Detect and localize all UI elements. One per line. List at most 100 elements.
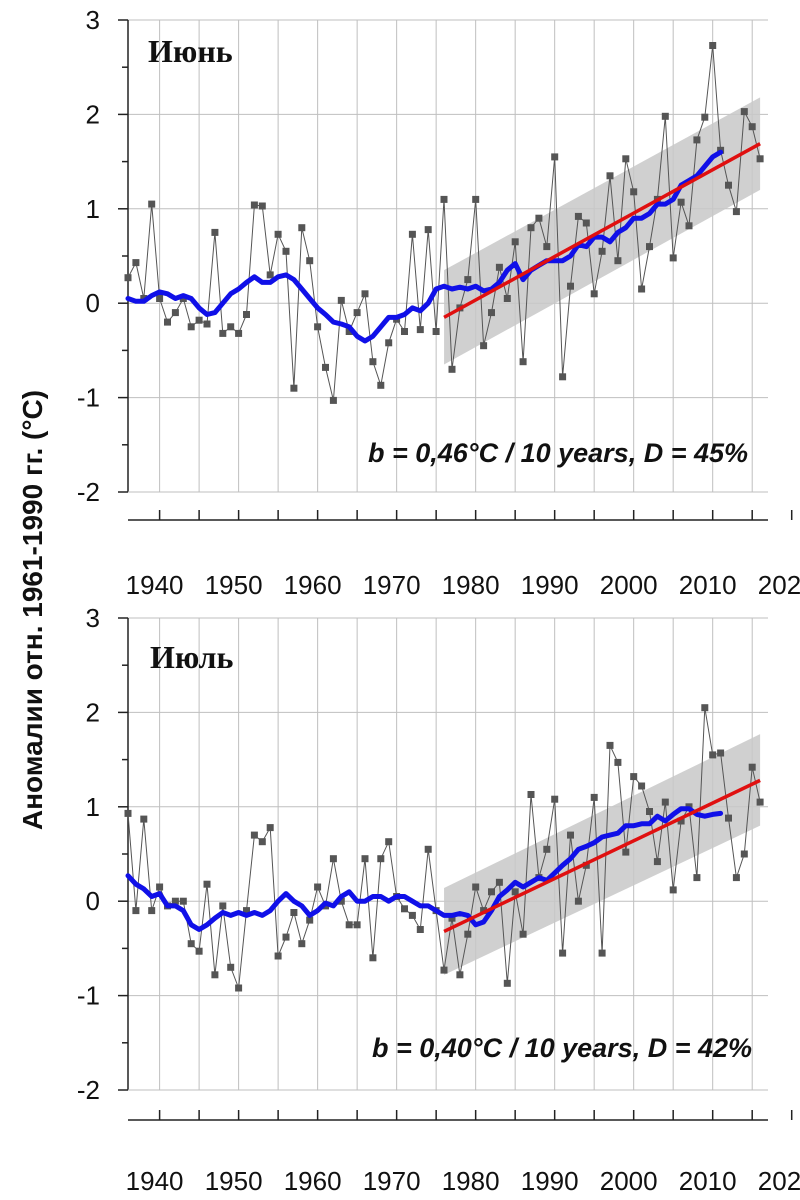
annual-anomaly-point xyxy=(519,358,527,366)
annual-anomaly-point xyxy=(590,793,598,801)
x-tick-label: 1980 xyxy=(442,1166,500,1196)
annual-anomaly-point xyxy=(717,749,725,757)
annual-anomaly-point xyxy=(756,798,764,806)
annual-anomaly-point xyxy=(171,897,179,905)
annual-anomaly-point xyxy=(227,963,235,971)
annual-anomaly-point xyxy=(653,858,661,866)
smoothed-line xyxy=(125,149,724,344)
annual-anomaly-point xyxy=(630,773,638,781)
x-tick-label: 1990 xyxy=(521,1166,579,1196)
annual-anomaly-point xyxy=(416,326,424,334)
annual-anomaly-point xyxy=(567,282,574,290)
annual-anomaly-point xyxy=(401,905,408,913)
annual-anomaly-point xyxy=(606,741,614,749)
annual-anomaly-point xyxy=(677,198,685,206)
trend-annotation: b = 0,40°C / 10 years, D = 42% xyxy=(372,1033,752,1063)
annual-anomaly-point xyxy=(456,971,464,979)
annual-anomaly-point xyxy=(329,855,337,863)
annual-anomaly-point xyxy=(314,883,322,891)
x-tick-label: 2020 xyxy=(758,1166,800,1196)
annual-anomaly-point xyxy=(440,966,448,974)
annual-anomaly-point xyxy=(646,243,653,251)
annual-anomaly-point xyxy=(203,880,211,888)
linear-trend-line xyxy=(443,778,761,933)
annual-anomaly-point xyxy=(258,838,266,846)
annual-anomaly-point xyxy=(543,243,551,251)
annual-anomaly-point xyxy=(306,916,314,924)
x-tick-label: 2020 xyxy=(758,570,800,600)
y-tick-label: 0 xyxy=(86,288,100,318)
annual-anomaly-point xyxy=(290,909,298,916)
annual-anomaly-point xyxy=(179,295,187,302)
annual-anomaly-point xyxy=(685,222,693,230)
y-tick-label: 0 xyxy=(86,886,100,916)
annual-anomaly-point xyxy=(732,208,740,216)
annual-anomaly-point xyxy=(701,704,709,712)
annual-anomaly-point xyxy=(448,365,456,373)
panel-title: Июнь xyxy=(148,33,233,69)
annual-anomaly-point xyxy=(148,907,156,915)
annual-anomaly-point xyxy=(669,254,677,262)
annual-anomaly-point xyxy=(337,296,345,304)
annual-anomaly-point xyxy=(464,276,472,284)
annual-anomaly-point xyxy=(559,373,567,381)
smoothed-line xyxy=(125,806,724,932)
x-tick-label: 1940 xyxy=(126,1166,184,1196)
annual-anomaly-point xyxy=(243,907,250,915)
annual-anomaly-point xyxy=(345,921,353,929)
x-tick-label: 1980 xyxy=(442,570,500,600)
annual-anomaly-point xyxy=(472,883,480,891)
annual-anomaly-point xyxy=(535,214,543,222)
annual-anomaly-point xyxy=(511,238,519,246)
annual-anomaly-point xyxy=(574,897,582,905)
annual-anomaly-point xyxy=(314,323,322,331)
annual-anomaly-point xyxy=(195,316,203,324)
x-tick-label: 1950 xyxy=(205,1166,263,1196)
annual-anomaly-point xyxy=(527,224,535,232)
y-tick-label: 3 xyxy=(86,5,100,35)
annual-anomaly-point xyxy=(559,949,567,957)
annual-anomaly-point xyxy=(258,202,266,210)
y-tick-label: -2 xyxy=(77,477,100,507)
x-tick-label: 1960 xyxy=(284,1166,342,1196)
y-tick-label: 3 xyxy=(86,603,100,633)
annual-anomaly-point xyxy=(677,817,685,825)
annual-anomaly-point xyxy=(480,342,488,350)
x-tick-label: 1970 xyxy=(363,570,421,600)
annual-anomaly-point xyxy=(227,323,235,331)
annual-anomaly-point xyxy=(377,855,385,863)
annual-anomaly-point xyxy=(195,947,203,955)
annual-anomaly-point xyxy=(329,396,337,404)
annual-anomaly-point xyxy=(156,883,164,891)
annual-anomaly-point xyxy=(235,984,243,992)
annual-anomaly-point xyxy=(290,384,298,392)
y-tick-label: 1 xyxy=(86,792,100,822)
annual-anomaly-point xyxy=(709,751,717,759)
annual-anomaly-point xyxy=(511,888,519,896)
annual-anomaly-point xyxy=(638,782,646,790)
annual-anomaly-point xyxy=(298,224,306,232)
annual-anomaly-point xyxy=(614,257,622,265)
annual-anomaly-point xyxy=(448,914,456,922)
panel-july: -2 -1 0 1 2 3 1940 1950 1960 1970 1980 1990 2000 2010… xyxy=(77,603,800,1196)
annual-anomaly-point xyxy=(424,845,432,853)
annual-anomaly-point xyxy=(495,263,503,271)
x-tick-label: 1950 xyxy=(205,570,263,600)
annual-anomaly-point xyxy=(156,295,164,302)
annual-anomaly-point xyxy=(598,247,606,255)
annual-anomaly-point xyxy=(361,290,369,298)
annual-anomaly-point xyxy=(432,328,440,335)
x-tick-label: 2010 xyxy=(679,1166,737,1196)
annual-anomaly-point xyxy=(424,226,432,234)
annual-anomaly-point xyxy=(306,257,314,265)
annual-anomaly-point xyxy=(187,940,195,948)
annual-anomaly-point xyxy=(266,824,274,832)
annual-anomaly-point xyxy=(416,926,424,933)
annual-anomaly-point xyxy=(211,228,219,236)
annual-anomaly-point xyxy=(622,848,630,856)
annual-anomaly-point xyxy=(124,274,132,282)
x-tick-label: 1960 xyxy=(284,570,342,600)
annual-anomaly-point xyxy=(148,200,156,208)
y-axis-label: Аномалии отн. 1961-1990 гг. (°C) xyxy=(17,390,48,830)
